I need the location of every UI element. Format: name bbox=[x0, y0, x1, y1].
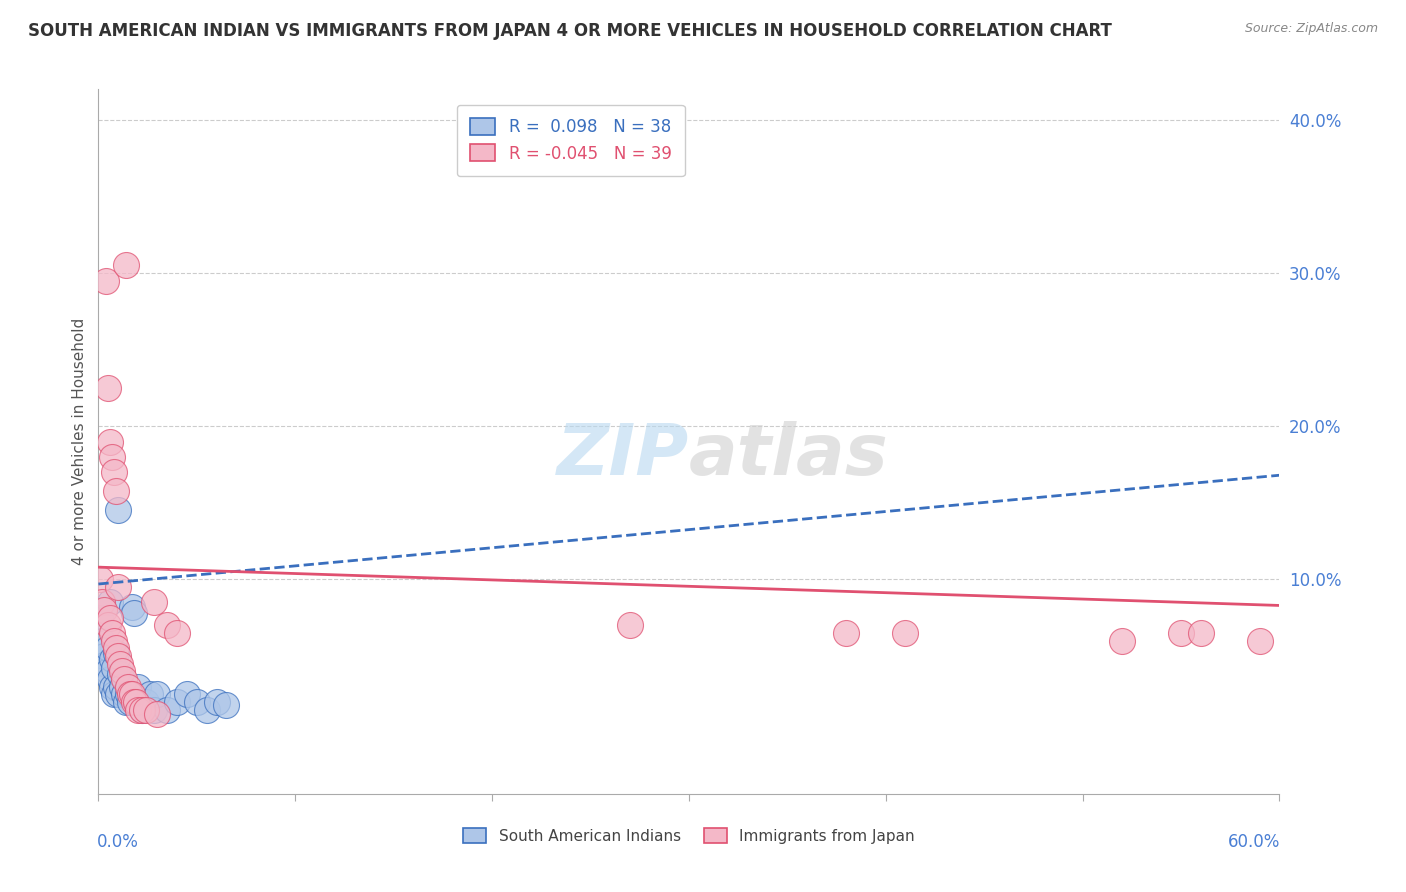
Point bbox=[835, 626, 858, 640]
Point bbox=[156, 618, 179, 632]
Point bbox=[135, 703, 157, 717]
Point bbox=[156, 703, 179, 717]
Point bbox=[107, 687, 129, 701]
Point bbox=[142, 703, 165, 717]
Point bbox=[107, 648, 129, 663]
Point bbox=[97, 641, 120, 656]
Point bbox=[619, 618, 641, 632]
Point bbox=[96, 657, 118, 671]
Point bbox=[135, 695, 157, 709]
Point bbox=[103, 633, 125, 648]
Point bbox=[108, 667, 131, 681]
Point bbox=[115, 695, 138, 709]
Point bbox=[89, 573, 111, 587]
Point bbox=[118, 687, 141, 701]
Point bbox=[91, 633, 114, 648]
Point bbox=[108, 657, 131, 671]
Point bbox=[125, 695, 148, 709]
Point bbox=[131, 703, 153, 717]
Point bbox=[142, 595, 165, 609]
Point bbox=[215, 698, 238, 712]
Point bbox=[98, 672, 121, 686]
Point bbox=[105, 483, 128, 498]
Point bbox=[98, 610, 121, 624]
Point bbox=[127, 703, 149, 717]
Point bbox=[117, 687, 139, 701]
Text: Source: ZipAtlas.com: Source: ZipAtlas.com bbox=[1244, 22, 1378, 36]
Point bbox=[105, 646, 128, 660]
Point bbox=[111, 665, 134, 679]
Point bbox=[112, 672, 135, 686]
Point bbox=[101, 450, 124, 464]
Point bbox=[1249, 633, 1271, 648]
Point bbox=[115, 258, 138, 272]
Text: 0.0%: 0.0% bbox=[97, 832, 139, 851]
Point bbox=[1111, 633, 1133, 648]
Text: atlas: atlas bbox=[689, 421, 889, 490]
Point bbox=[89, 610, 111, 624]
Point bbox=[98, 595, 121, 609]
Point bbox=[107, 580, 129, 594]
Point bbox=[93, 648, 115, 663]
Point bbox=[96, 274, 118, 288]
Point bbox=[121, 687, 143, 701]
Point bbox=[122, 606, 145, 620]
Y-axis label: 4 or more Vehicles in Household: 4 or more Vehicles in Household bbox=[72, 318, 87, 566]
Point bbox=[97, 665, 120, 679]
Point bbox=[105, 680, 128, 694]
Point bbox=[101, 652, 124, 666]
Point bbox=[166, 695, 188, 709]
Point bbox=[117, 680, 139, 694]
Point bbox=[1189, 626, 1212, 640]
Point bbox=[205, 695, 228, 709]
Point bbox=[1170, 626, 1192, 640]
Point bbox=[166, 626, 188, 640]
Point bbox=[125, 695, 148, 709]
Point bbox=[121, 599, 143, 614]
Point bbox=[107, 503, 129, 517]
Point bbox=[103, 687, 125, 701]
Text: SOUTH AMERICAN INDIAN VS IMMIGRANTS FROM JAPAN 4 OR MORE VEHICLES IN HOUSEHOLD C: SOUTH AMERICAN INDIAN VS IMMIGRANTS FROM… bbox=[28, 22, 1112, 40]
Point bbox=[111, 680, 134, 694]
Text: 60.0%: 60.0% bbox=[1229, 832, 1281, 851]
Point bbox=[112, 687, 135, 701]
Point bbox=[195, 703, 218, 717]
Point bbox=[146, 707, 169, 722]
Point bbox=[131, 703, 153, 717]
Point bbox=[93, 603, 115, 617]
Point bbox=[98, 434, 121, 449]
Point bbox=[146, 687, 169, 701]
Point bbox=[91, 595, 114, 609]
Point bbox=[176, 687, 198, 701]
Point bbox=[101, 626, 124, 640]
Point bbox=[103, 465, 125, 479]
Point bbox=[101, 680, 124, 694]
Legend: South American Indians, Immigrants from Japan: South American Indians, Immigrants from … bbox=[457, 822, 921, 850]
Point bbox=[138, 687, 160, 701]
Point bbox=[103, 661, 125, 675]
Point bbox=[186, 695, 208, 709]
Text: ZIP: ZIP bbox=[557, 421, 689, 490]
Point bbox=[127, 680, 149, 694]
Point bbox=[118, 695, 141, 709]
Point bbox=[105, 641, 128, 656]
Point bbox=[97, 381, 120, 395]
Point bbox=[894, 626, 917, 640]
Point bbox=[122, 695, 145, 709]
Point bbox=[97, 618, 120, 632]
